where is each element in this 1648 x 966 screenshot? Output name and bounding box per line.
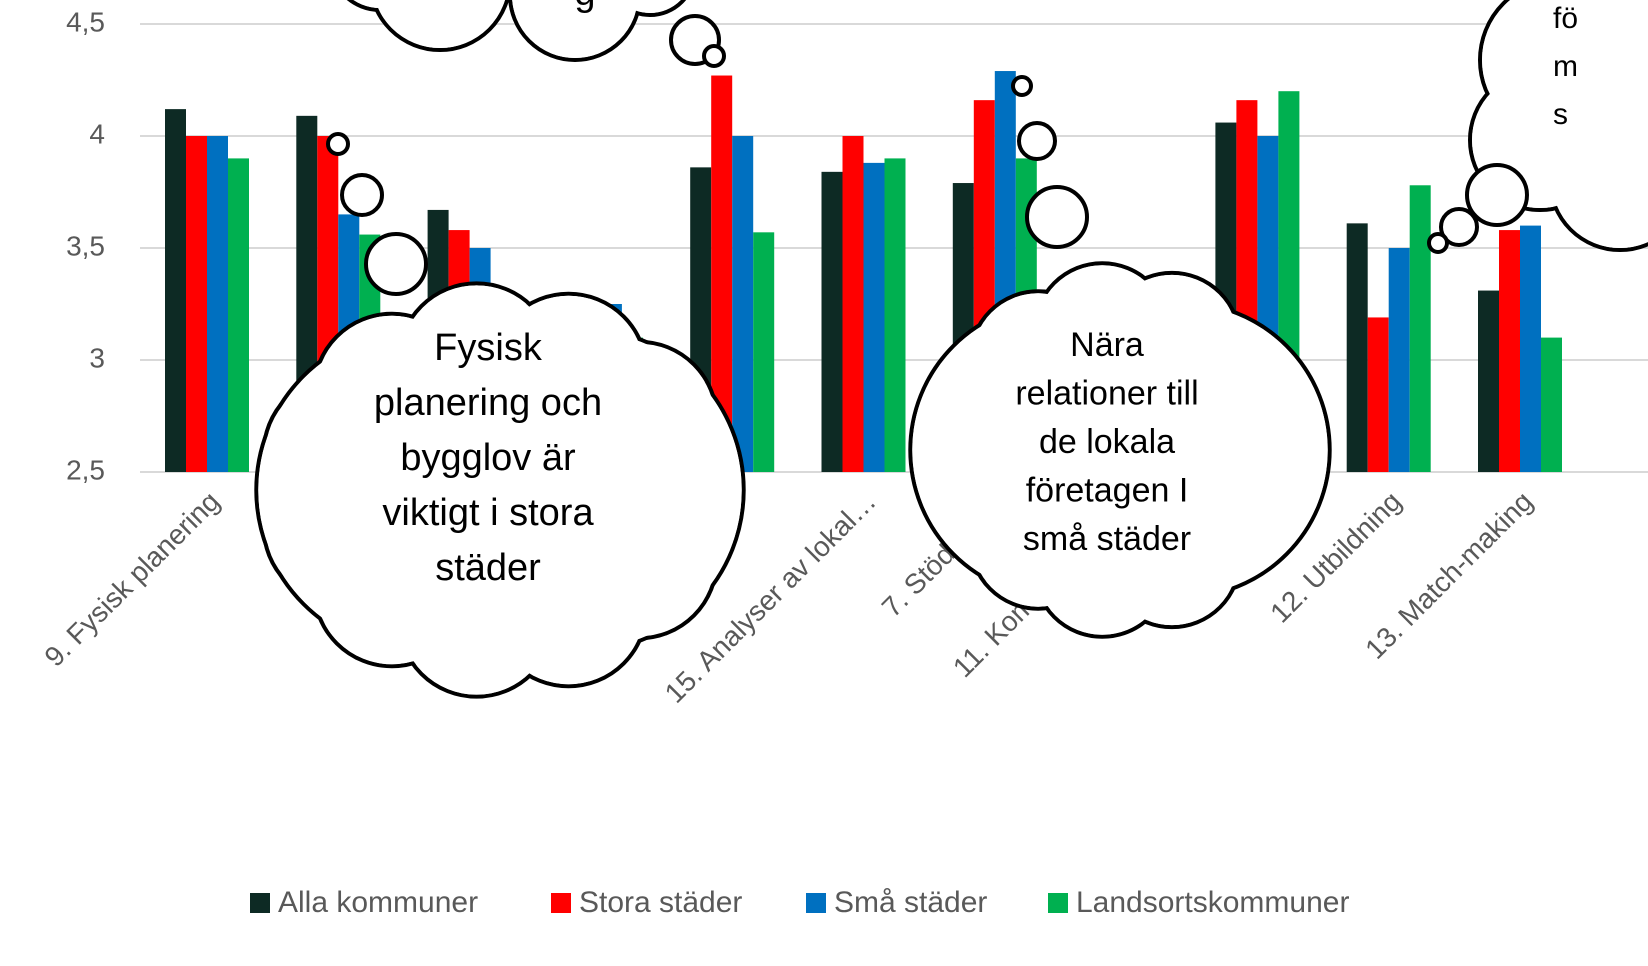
annotation-text: små städer [1023,520,1191,558]
bar [843,136,864,472]
thought-bubble [1019,123,1055,159]
legend-label: Små städer [834,886,987,919]
y-tick-label: 4,5 [66,6,105,37]
annotation-text: Nära [1070,326,1144,364]
cloud-top-left [330,0,695,60]
bar [864,163,885,472]
x-tick-label: 9. Fysisk planering [38,486,225,673]
annotation-text: g [574,0,595,14]
thought-bubble [328,134,348,154]
thought-bubble [1467,165,1527,225]
bar [885,158,906,472]
thought-bubble [704,46,724,66]
bar [1520,226,1541,472]
annotation-text: m [1553,50,1578,83]
legend-swatch [806,893,826,913]
bar [186,136,207,472]
annotation-text: bygglov är [400,437,576,479]
bar [1478,291,1499,472]
bar [753,232,774,472]
y-tick-label: 4 [89,118,105,149]
bar [207,136,228,472]
bar [228,158,249,472]
thought-bubble [1013,77,1031,95]
legend-swatch [1048,893,1068,913]
annotation-text: planering och [374,382,602,424]
page: {"chart_data":{"type":"bar", "categories… [0,0,1648,966]
annotation-text: s [1553,98,1568,131]
annotation-text: de lokala [1039,423,1175,461]
legend-swatch [551,893,571,913]
thought-bubble [366,234,426,294]
thought-bubble [342,175,382,215]
y-tick-label: 3,5 [66,230,105,261]
legend-label: Landsortskommuner [1076,886,1349,919]
bar [822,172,843,472]
thought-bubble [1429,234,1447,252]
bar [1499,230,1520,472]
bar [732,136,753,472]
bar [165,109,186,472]
annotation-text: städer [435,547,541,589]
cloud-fill [372,0,508,48]
legend-label: Alla kommuner [278,886,478,919]
bar [1541,338,1562,472]
annotation-text: fö [1553,2,1578,35]
annotation-text: företagen I [1026,471,1189,509]
bar [1410,185,1431,472]
legend-swatch [250,893,270,913]
cloud-fill [423,331,741,649]
legend-label: Stora städer [579,886,742,919]
y-tick-label: 2,5 [66,454,105,485]
bar [1368,317,1389,472]
thought-bubble [1027,187,1087,247]
annotation-text: viktigt i stora [382,492,594,534]
annotation-text: Fysisk [434,327,543,369]
chart: 2,533,544,59. Fysisk planering10. By8. Ö… [0,0,1648,966]
bar [1347,223,1368,472]
bar [1389,248,1410,472]
annotation-text: relationer till [1015,374,1198,412]
y-tick-label: 3 [89,342,105,373]
